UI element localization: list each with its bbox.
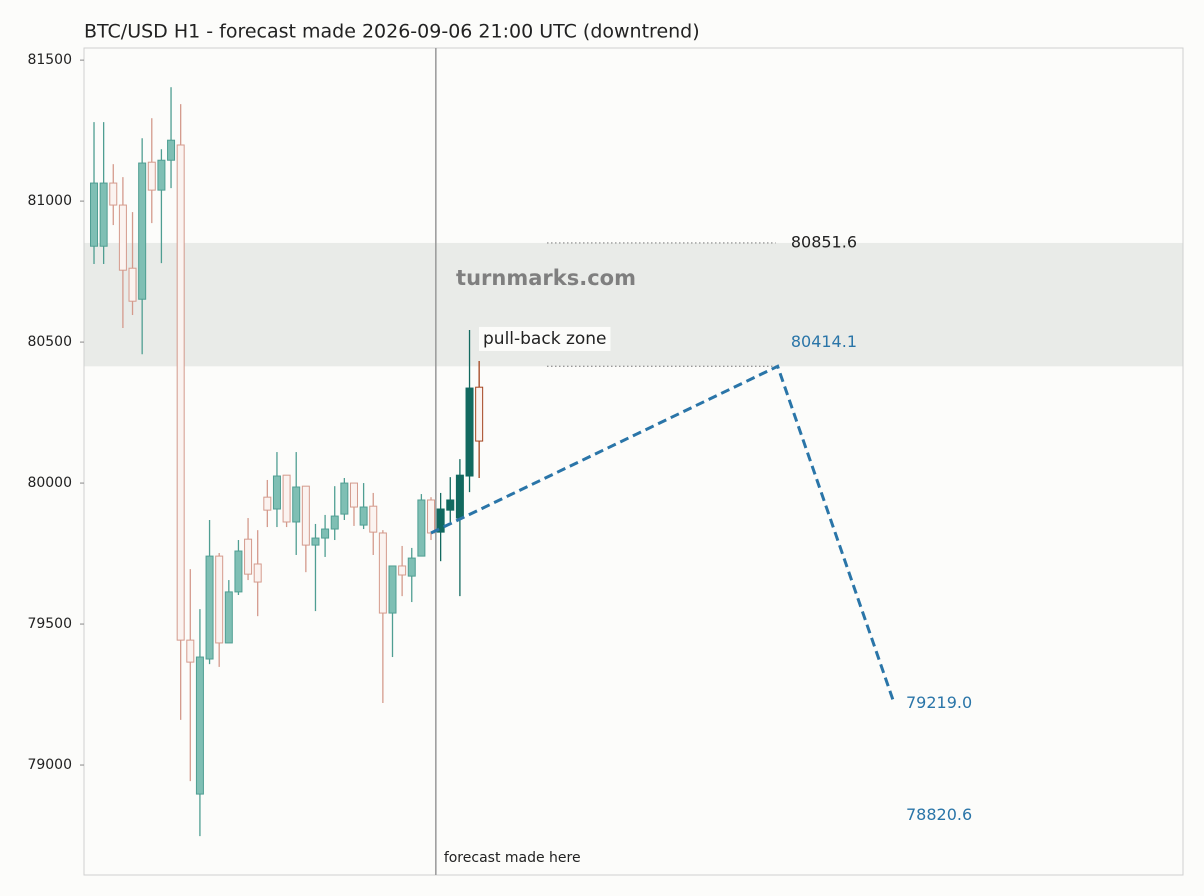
candle-body bbox=[118, 204, 127, 271]
y-tick-label: 80500 bbox=[27, 334, 72, 350]
candle-body bbox=[378, 532, 387, 614]
candle-body bbox=[407, 557, 416, 577]
candle-body bbox=[330, 515, 339, 530]
candle-body bbox=[301, 485, 310, 546]
candle-body bbox=[436, 508, 445, 533]
candle-body bbox=[272, 475, 281, 510]
candle-body bbox=[359, 506, 368, 526]
pull-back-zone bbox=[84, 242, 1183, 367]
chart-title: BTC/USD H1 - forecast made 2026-09-06 21… bbox=[84, 21, 700, 43]
candle-body bbox=[398, 565, 407, 576]
candle-body bbox=[167, 139, 176, 161]
candle-body bbox=[157, 159, 166, 191]
zone-label: pull-back zone bbox=[483, 329, 607, 349]
candle-body bbox=[311, 537, 320, 546]
y-tick-label: 79000 bbox=[27, 757, 72, 773]
candle-body bbox=[321, 528, 330, 539]
candle-body bbox=[446, 499, 455, 511]
price-label: 80851.6 bbox=[791, 232, 857, 251]
candle-body bbox=[234, 550, 243, 593]
candle-body bbox=[369, 505, 378, 533]
y-tick-label: 79500 bbox=[27, 616, 72, 632]
candle-body bbox=[349, 482, 358, 508]
candle-body bbox=[340, 482, 349, 515]
candle-body bbox=[388, 565, 397, 614]
candle-body bbox=[186, 639, 195, 663]
candle-body bbox=[215, 555, 224, 644]
price-label: 79219.0 bbox=[906, 693, 972, 712]
price-label: 78820.6 bbox=[906, 805, 972, 824]
zone-label-box bbox=[479, 326, 611, 351]
price-label: 80414.1 bbox=[791, 332, 857, 351]
candle-body bbox=[224, 591, 233, 644]
candle-body bbox=[465, 387, 474, 477]
candle-body bbox=[99, 182, 108, 247]
candle-body bbox=[147, 161, 156, 191]
plot-frame bbox=[83, 47, 1184, 876]
candle-body bbox=[109, 182, 118, 206]
candle-body bbox=[282, 474, 291, 523]
candle-body bbox=[128, 267, 137, 302]
candle-body bbox=[292, 486, 301, 523]
candle-body bbox=[417, 499, 426, 557]
forecast-marker-label: forecast made here bbox=[444, 850, 581, 866]
watermark: turnmarks.com bbox=[456, 266, 636, 290]
candle-body bbox=[195, 656, 204, 795]
candle-body bbox=[244, 538, 253, 575]
y-tick-label: 81000 bbox=[27, 193, 72, 209]
candle-body bbox=[138, 162, 147, 300]
candle-body bbox=[176, 144, 185, 641]
y-tick-label: 81500 bbox=[27, 52, 72, 68]
candle-body bbox=[90, 182, 99, 247]
y-tick-label: 80000 bbox=[27, 475, 72, 491]
candle-body bbox=[475, 386, 484, 442]
forecast-line bbox=[430, 364, 896, 704]
candle-body bbox=[455, 474, 464, 519]
candle-body bbox=[205, 555, 214, 660]
candle-body bbox=[253, 563, 262, 583]
candle-body bbox=[263, 496, 272, 511]
candle-body bbox=[427, 499, 436, 534]
